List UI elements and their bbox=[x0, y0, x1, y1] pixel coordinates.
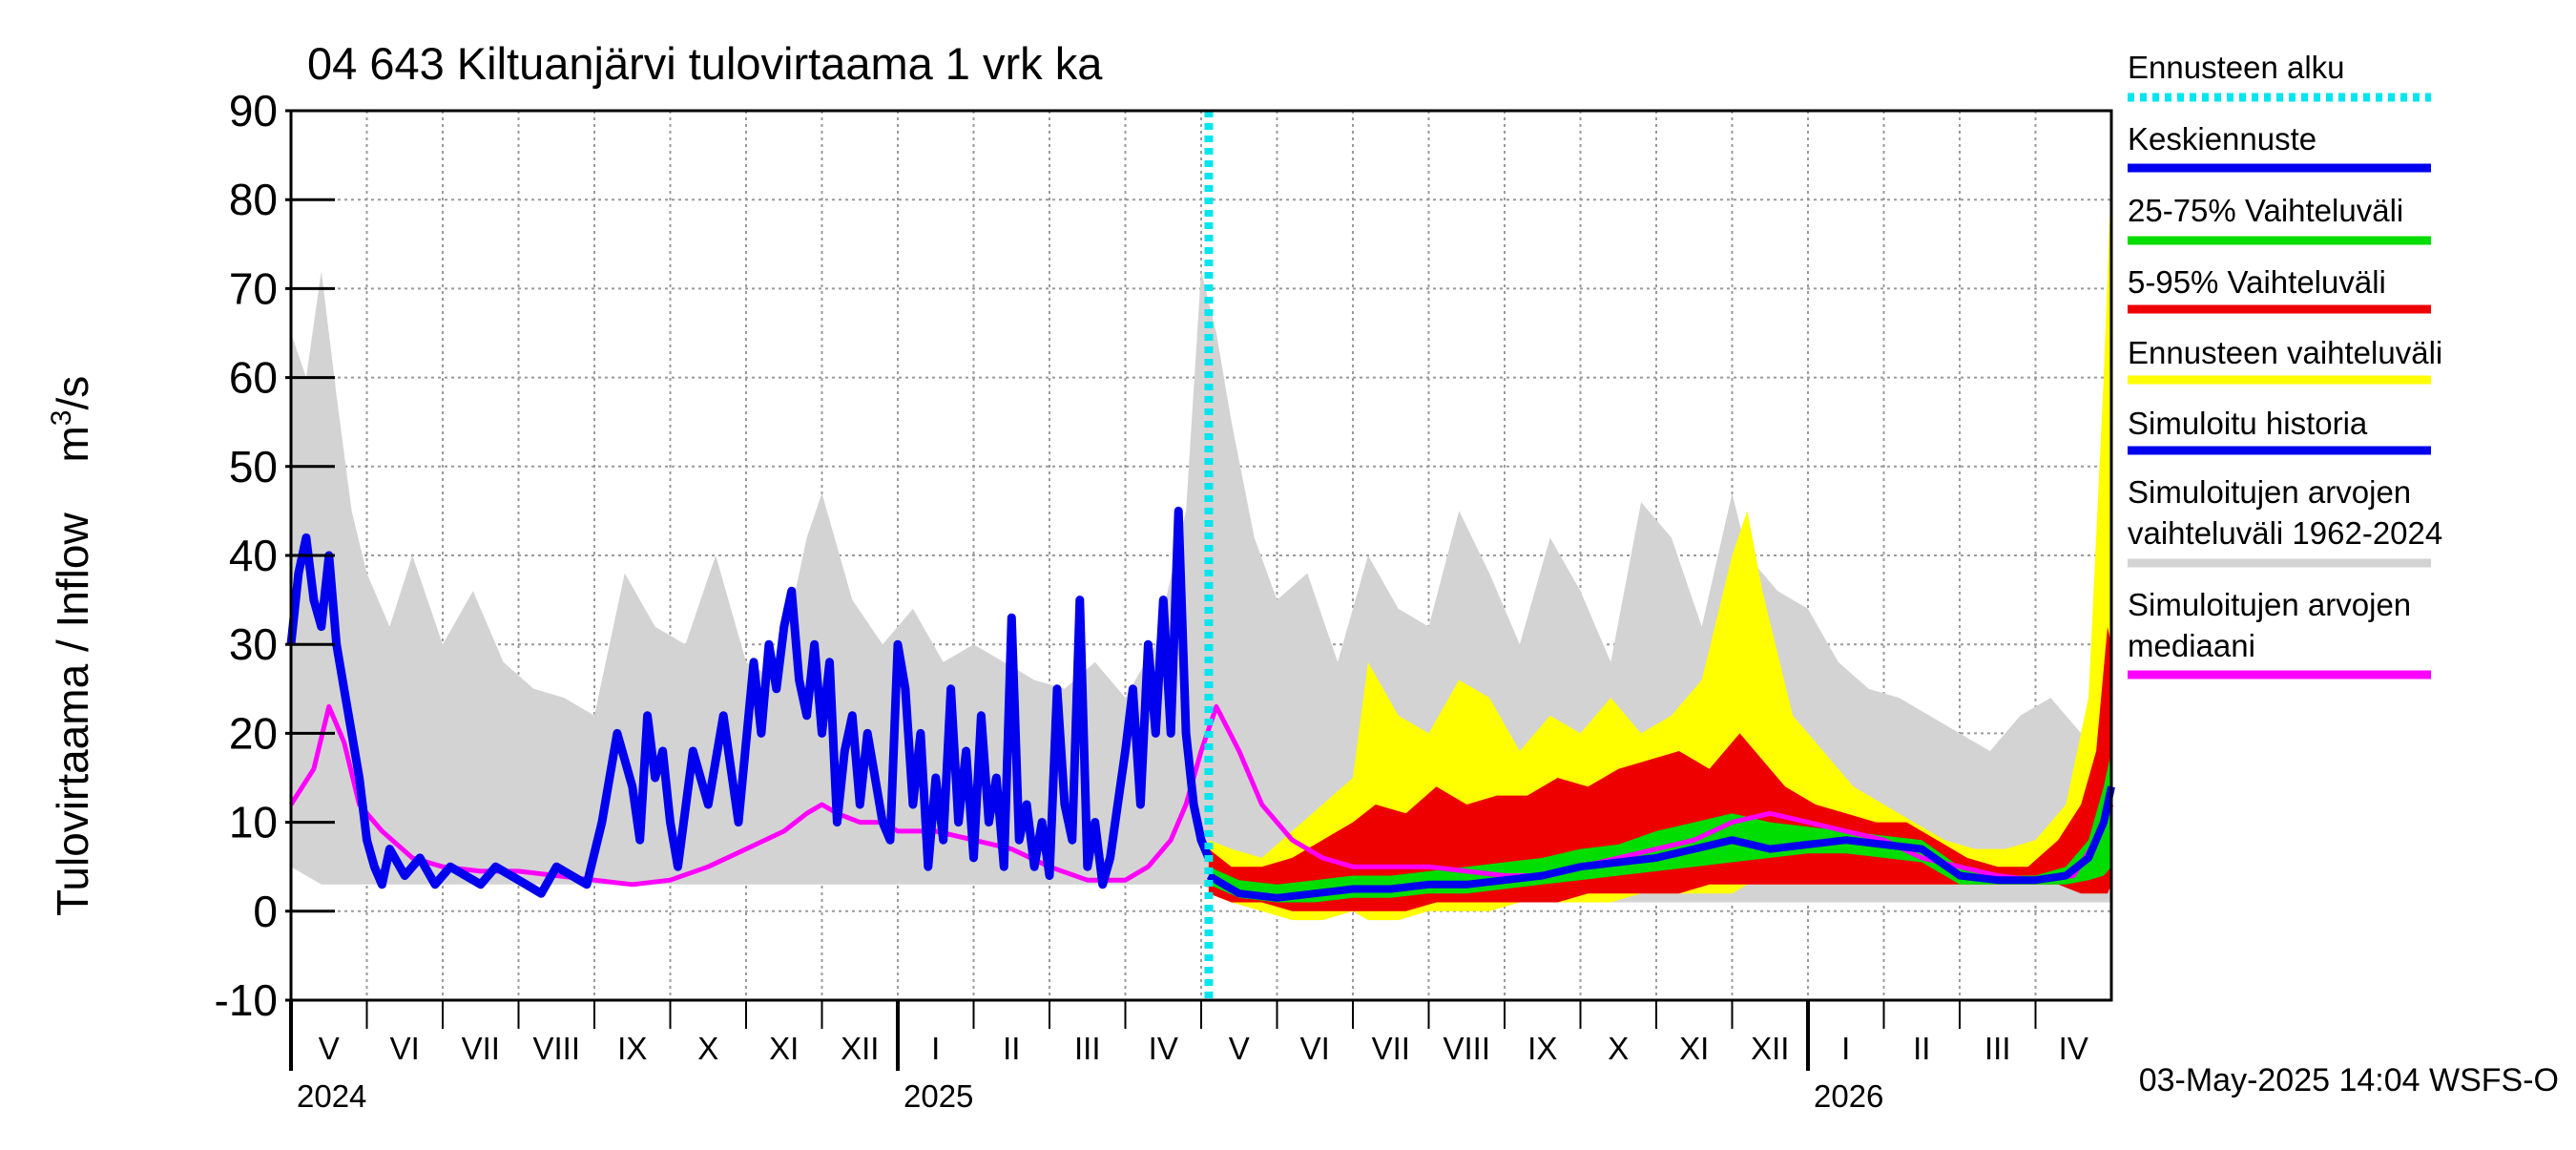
month-label: IX bbox=[617, 1031, 647, 1066]
legend-label2-sim-range-line1: vaihteluväli 1962-2024 bbox=[2128, 515, 2442, 551]
month-label: IX bbox=[1527, 1031, 1557, 1066]
legend-label-range-5-95: 5-95% Vaihteluväli bbox=[2128, 264, 2386, 300]
y-axis-label: Tulovirtaama / Inflow m3/s bbox=[46, 376, 97, 916]
month-label: VI bbox=[390, 1031, 420, 1066]
legend-label-range-25-75: 25-75% Vaihteluväli bbox=[2128, 193, 2403, 228]
series-layer bbox=[286, 111, 2115, 1000]
year-label: 2024 bbox=[297, 1078, 366, 1114]
y-tick-label: 80 bbox=[229, 175, 278, 224]
y-axis-label-unit: m bbox=[48, 426, 97, 462]
month-label: II bbox=[1003, 1031, 1020, 1066]
y-tick-label: 60 bbox=[229, 353, 278, 403]
y-tick-label: 20 bbox=[229, 708, 278, 758]
band-25-75-vaihteluv-li bbox=[1208, 751, 2111, 903]
y-tick-label: 10 bbox=[229, 798, 278, 847]
month-label: IV bbox=[2059, 1031, 2088, 1066]
month-label: VII bbox=[462, 1031, 500, 1066]
y-tick-label: 70 bbox=[229, 263, 278, 313]
year-label: 2026 bbox=[1814, 1078, 1883, 1114]
y-tick-label: 40 bbox=[229, 531, 278, 580]
y-tick-label: 50 bbox=[229, 442, 278, 491]
legend-label2-sim-median-line1: mediaani bbox=[2128, 628, 2255, 663]
month-label: XII bbox=[1751, 1031, 1789, 1066]
y-tick-label: 0 bbox=[253, 887, 278, 936]
month-label: II bbox=[1913, 1031, 1930, 1066]
footer-timestamp: 03-May-2025 14:04 WSFS-O bbox=[2139, 1062, 2559, 1098]
y-axis-label-unit-sup: 3 bbox=[46, 410, 77, 427]
month-label: VII bbox=[1372, 1031, 1410, 1066]
legend-label-forecast-start: Ennusteen alku bbox=[2128, 50, 2345, 85]
legend-label-sim-median-line1: Simuloitujen arvojen bbox=[2128, 587, 2411, 622]
line-keskiennuste bbox=[1206, 785, 2115, 902]
line-simuloitu-historia bbox=[286, 506, 1214, 898]
month-label: VIII bbox=[532, 1031, 580, 1066]
legend-label-forecast-range: Ennusteen vaihteluväli bbox=[2128, 335, 2442, 370]
month-label: V bbox=[1229, 1031, 1250, 1066]
y-tick-label: 30 bbox=[229, 619, 278, 669]
chart-title: 04 643 Kiltuanjärvi tulovirtaama 1 vrk k… bbox=[307, 38, 1103, 89]
month-label: I bbox=[1841, 1031, 1850, 1066]
month-label: III bbox=[1984, 1031, 2011, 1066]
month-label: VI bbox=[1300, 1031, 1330, 1066]
y-tick-label: 90 bbox=[229, 86, 278, 136]
month-label: V bbox=[319, 1031, 340, 1066]
month-label: XI bbox=[1679, 1031, 1709, 1066]
month-label: I bbox=[931, 1031, 940, 1066]
month-label: IV bbox=[1149, 1031, 1178, 1066]
month-label: X bbox=[697, 1031, 718, 1066]
y-axis-label-unit-tail: /s bbox=[48, 376, 97, 410]
month-label: X bbox=[1608, 1031, 1629, 1066]
year-label: 2025 bbox=[904, 1078, 973, 1114]
month-label: VIII bbox=[1443, 1031, 1490, 1066]
y-tick-label: -10 bbox=[215, 975, 278, 1025]
band-ennusteen-vaihteluv-li bbox=[1208, 173, 2111, 921]
legend-label-mean-forecast: Keskiennuste bbox=[2128, 121, 2316, 157]
legend-label-simulated-history: Simuloitu historia bbox=[2128, 406, 2368, 441]
svg-text:Tulovirtaama / Inflow: Tulovirtaama / Inflow m3/s bbox=[46, 376, 97, 916]
month-label: XI bbox=[769, 1031, 799, 1066]
legend: Ennusteen alku Keskiennuste 25-75% Vaihtel… bbox=[2128, 50, 2442, 680]
legend-label-sim-range-line1: Simuloitujen arvojen bbox=[2128, 474, 2411, 510]
y-axis-label-main: Tulovirtaama / Inflow bbox=[48, 512, 97, 916]
month-label: XII bbox=[841, 1031, 879, 1066]
month-label: III bbox=[1074, 1031, 1101, 1066]
